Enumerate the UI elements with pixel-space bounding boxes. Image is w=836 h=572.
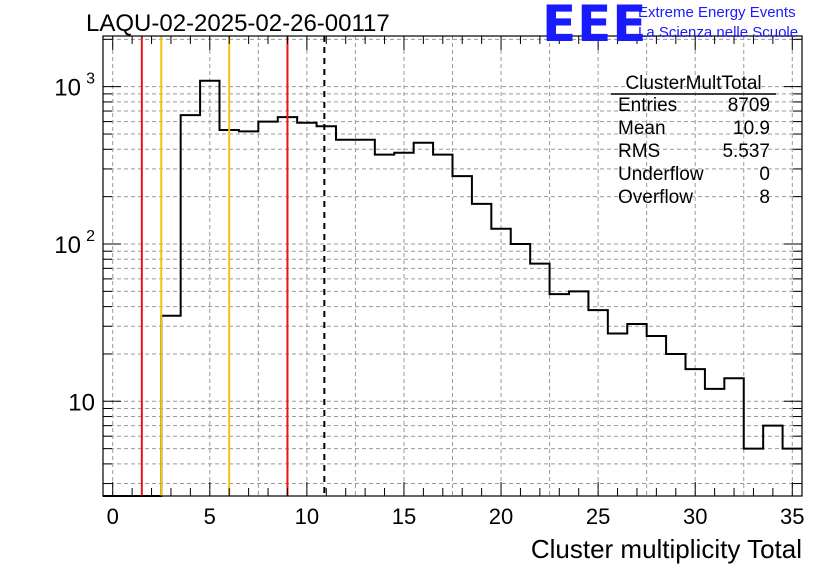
stats-box-title: ClusterMultTotal [625,73,761,94]
stats-value: 0 [759,164,770,185]
x-tick-label: 20 [489,504,513,529]
y-tick-label-exponent: 2 [86,228,95,245]
y-tick-label: 10 [54,232,81,259]
stats-label: Underflow [618,164,704,185]
stats-label: Mean [618,118,666,139]
logo-line-2: La Scienza nelle Scuole [638,24,799,41]
y-tick-label: 10 [54,75,81,102]
stats-value: 10.9 [733,118,770,139]
stats-value: 5.537 [722,141,770,162]
stats-label: Entries [618,95,677,116]
plot-frame [102,35,803,497]
x-tick-label: 15 [392,504,416,529]
x-tick-label: 35 [780,504,804,529]
y-tick-label-exponent: 3 [86,71,95,88]
x-tick-label: 0 [107,504,119,529]
x-tick-label: 30 [683,504,707,529]
x-tick-label: 5 [204,504,216,529]
logo-line-1: Extreme Energy Events [638,4,796,21]
histogram-outline [103,79,802,497]
plot-title: LAQU-02-2025-02-26-00117 [86,10,390,37]
x-tick-label: 10 [295,504,319,529]
y-tick-label: 10 [68,389,95,416]
x-tick-label: 25 [586,504,610,529]
eee-logo: EEE [542,0,648,53]
x-axis-label: Cluster multiplicity Total [530,534,802,564]
stats-label: Overflow [618,187,693,208]
stats-value: 8709 [728,95,770,116]
stats-label: RMS [618,141,660,162]
stats-value: 8 [759,187,770,208]
